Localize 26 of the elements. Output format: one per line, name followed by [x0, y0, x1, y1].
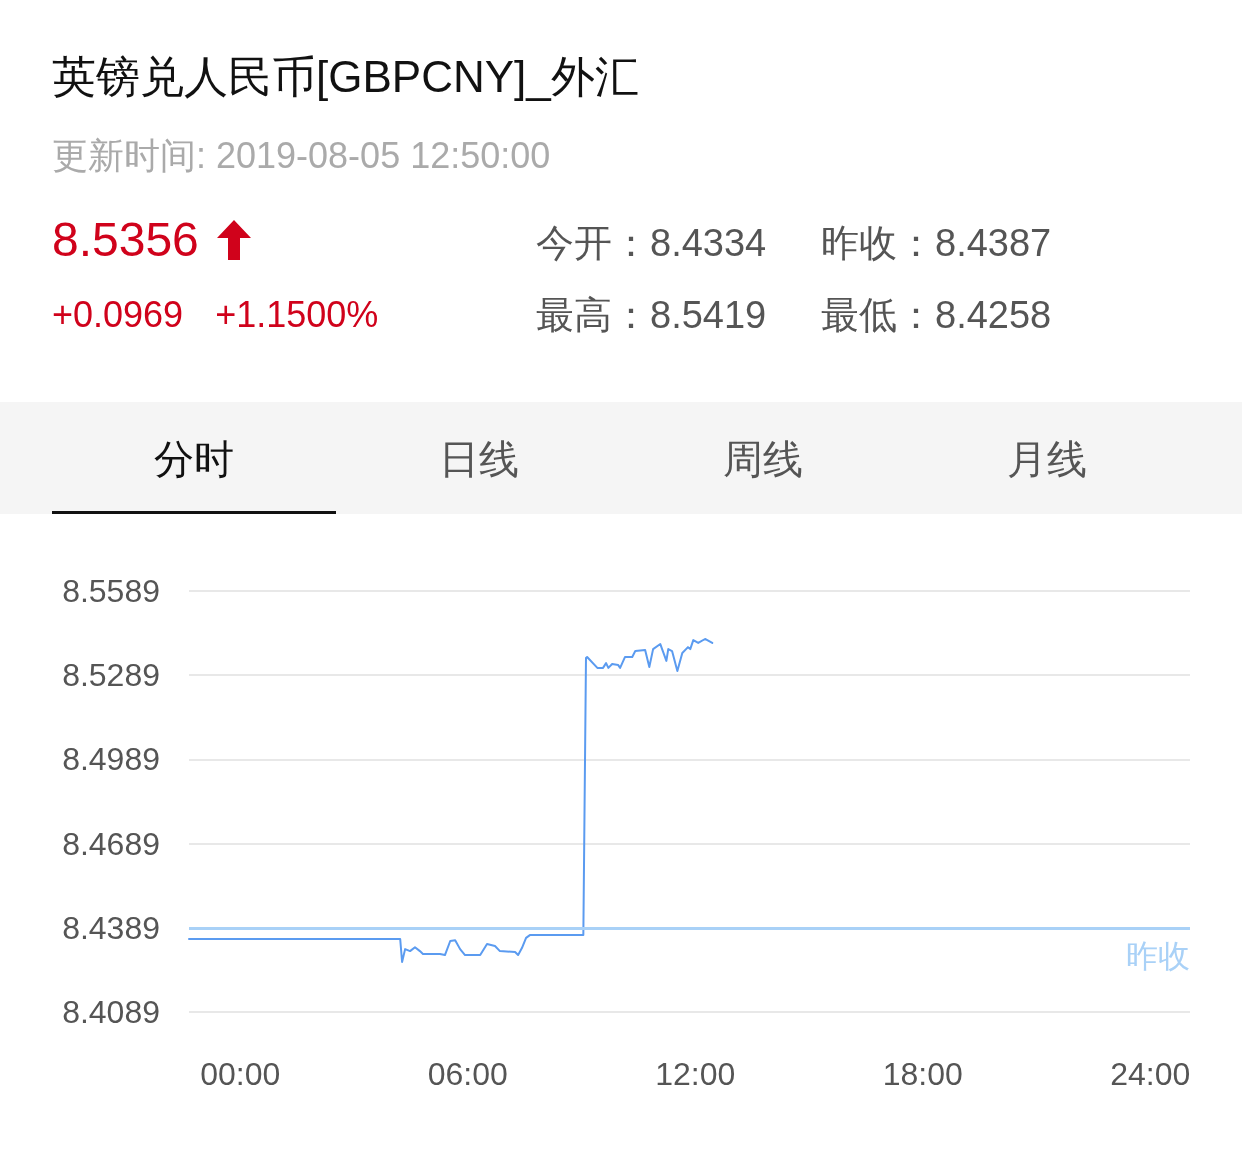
chart-title: 英镑兑人民币[GBPCNY]_外汇 [51, 51, 640, 103]
text: 8.5356 [52, 212, 199, 267]
text: 分时 [153, 436, 235, 483]
x-tick-label: 00:00 [200, 1056, 281, 1092]
text: 最高：8.5419 [536, 293, 767, 338]
text: 最低：8.4258 [821, 293, 1052, 338]
x-tick-label: 24:00 [1110, 1056, 1191, 1092]
line-series [188, 637, 714, 964]
text: 周线 [722, 436, 804, 483]
ref-line-label: 昨收 [1126, 938, 1190, 975]
y-tick-label: 8.4689 [62, 825, 160, 862]
y-tick-label: 8.5589 [62, 573, 160, 609]
text: 日线 [438, 436, 520, 483]
x-tick-label: 12:00 [655, 1056, 736, 1092]
text: 昨收：8.4387 [821, 221, 1052, 266]
chart-subtitle: 更新时间: 2019-08-05 12:50:00 [51, 134, 552, 178]
text: 月线 [1006, 436, 1088, 483]
y-tick-label: 8.4089 [62, 994, 160, 1030]
text: +0.0969 [52, 294, 184, 335]
x-tick-label: 18:00 [882, 1056, 963, 1092]
text: +1.1500% [215, 294, 379, 335]
text: 今开：8.4334 [536, 221, 767, 266]
x-tick-label: 06:00 [427, 1056, 508, 1092]
y-tick-label: 8.4989 [62, 741, 160, 778]
y-tick-label: 8.4389 [62, 909, 160, 946]
y-tick-label: 8.5289 [62, 657, 160, 694]
